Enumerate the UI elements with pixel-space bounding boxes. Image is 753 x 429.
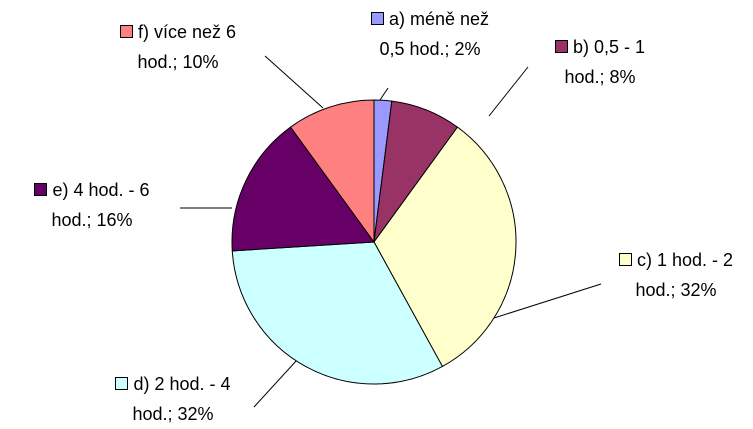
value-label: 2% — [454, 39, 481, 59]
legend-key — [370, 12, 384, 25]
data-label: a) méně než 0,5 hod.; 2% — [365, 4, 495, 64]
value-label: 32% — [177, 404, 214, 424]
label-separator: ; — [86, 210, 97, 230]
label-separator: ; — [444, 39, 455, 59]
pie-slice — [231, 126, 375, 252]
pie-slice — [231, 241, 444, 385]
category-label: e) 4 hod. - 6 hod. — [51, 180, 150, 230]
legend-key — [115, 377, 129, 390]
pie-slice — [289, 99, 375, 244]
legend-key — [618, 253, 632, 266]
category-label: d) 2 hod. - 4 hod. — [132, 374, 231, 424]
label-separator: ; — [670, 280, 681, 300]
data-label: d) 2 hod. - 4 hod.; 32% — [108, 369, 238, 429]
legend-key — [554, 40, 568, 53]
value-label: 16% — [96, 210, 133, 230]
value-label: 32% — [680, 280, 717, 300]
data-label: b) 0,5 - 1 hod.; 8% — [545, 32, 655, 92]
data-label: f) více než 6 hod.; 10% — [113, 17, 243, 77]
label-separator: ; — [167, 404, 178, 424]
leader-line — [493, 283, 602, 319]
label-separator: ; — [599, 67, 610, 87]
leader-line — [264, 55, 324, 109]
leader-line — [253, 359, 298, 408]
legend-key — [119, 25, 133, 38]
category-label: f) více než 6 hod. — [137, 22, 237, 72]
legend-key — [34, 183, 48, 196]
data-label: c) 1 hod. - 2 hod.; 32% — [611, 245, 741, 305]
leader-lines — [180, 55, 602, 408]
value-label: 8% — [609, 67, 636, 87]
label-separator: ; — [172, 52, 183, 72]
category-label: b) 0,5 - 1 hod. — [564, 37, 646, 87]
value-label: 10% — [182, 52, 219, 72]
leader-line — [379, 87, 389, 101]
pie-slice — [373, 126, 517, 368]
category-label: a) méně než 0,5 hod. — [379, 9, 490, 59]
category-label: c) 1 hod. - 2 hod. — [635, 250, 734, 300]
data-label: e) 4 hod. - 6 hod.; 16% — [27, 175, 157, 235]
leader-line — [488, 66, 529, 117]
